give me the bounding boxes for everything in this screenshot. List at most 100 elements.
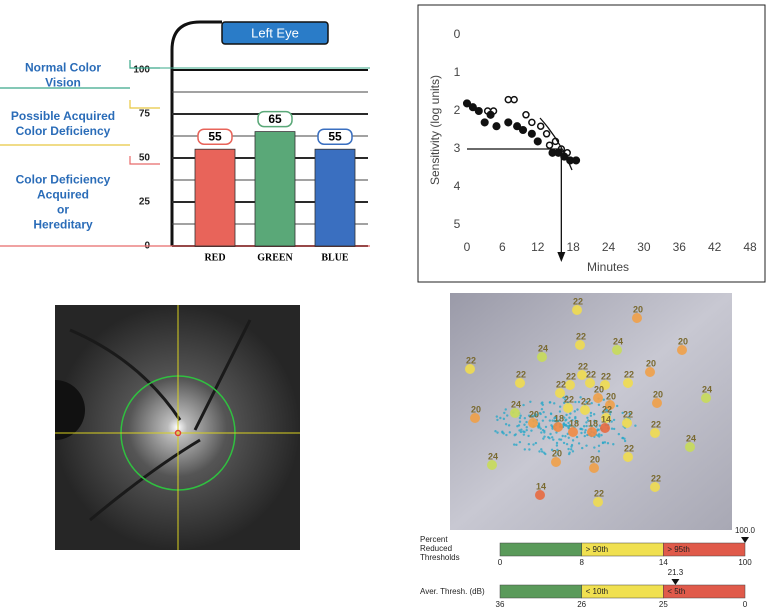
threshold-point <box>632 313 642 323</box>
fixation-dot <box>628 412 632 416</box>
fixation-dot <box>556 452 559 456</box>
fixation-dot <box>612 443 615 446</box>
threshold-label: 20 <box>606 391 616 401</box>
point <box>551 137 560 146</box>
threshold-point <box>622 418 632 428</box>
fixation-dot <box>567 436 570 440</box>
connector <box>170 20 222 246</box>
fixation-dot <box>577 400 581 404</box>
fixation-dot <box>496 431 499 434</box>
scale-label: Aver. Thresh. (dB) <box>420 587 485 596</box>
threshold-point <box>577 370 587 380</box>
fixation-dot <box>571 439 575 442</box>
fixation-dot <box>530 429 533 432</box>
point <box>518 125 528 135</box>
scale-tick-label: 25 <box>659 600 668 608</box>
fixation-dot <box>583 431 587 434</box>
fixation-dot <box>617 432 621 436</box>
zone-label: Vision <box>45 76 81 90</box>
fixation-dot <box>496 418 499 422</box>
value-label: 55 <box>208 129 222 143</box>
fixation-dot <box>540 407 544 411</box>
scale-label: Reduced <box>420 544 452 553</box>
fixation-dot <box>605 409 609 412</box>
fixation-dot <box>551 419 554 422</box>
fixation-dot <box>518 429 521 432</box>
zone-label: Normal Color <box>25 61 101 75</box>
fixation-dot <box>621 436 625 440</box>
fixation-dot <box>583 434 586 438</box>
threshold-point <box>487 460 497 470</box>
band-label: < 10th <box>586 587 608 596</box>
fixation-dot <box>543 431 546 434</box>
threshold-point <box>528 418 538 428</box>
fixation-dot <box>537 422 541 425</box>
zone-bracket <box>0 100 160 146</box>
fixation-dot <box>528 448 531 451</box>
y-tick-label: 75 <box>139 109 151 120</box>
fixation-dot <box>533 414 536 417</box>
threshold-point <box>553 422 563 432</box>
fixation-dot <box>538 412 542 415</box>
fixation-dot <box>544 425 548 429</box>
fixation-dot <box>567 421 570 425</box>
fixation-dot <box>575 420 579 423</box>
fixation-dot <box>550 424 553 427</box>
threshold-label: 22 <box>624 369 634 379</box>
fixation-dot <box>596 428 599 431</box>
fixation-dot <box>584 429 587 432</box>
y-tick-label: 50 <box>139 153 151 164</box>
fixation-dot <box>590 401 593 405</box>
fixation-dot <box>527 442 531 446</box>
threshold-label: 20 <box>678 336 688 346</box>
threshold-label: 24 <box>488 451 498 461</box>
fixation-dot <box>597 450 601 453</box>
fundus-image <box>55 305 300 550</box>
threshold-label: 22 <box>624 443 634 453</box>
threshold-point <box>465 364 475 374</box>
title-box <box>221 21 329 45</box>
fixation-dot <box>547 435 550 439</box>
fixation-dot <box>601 441 605 444</box>
fixation-dot <box>529 400 532 404</box>
threshold-point <box>650 482 660 492</box>
scale-band <box>499 584 582 599</box>
fixation-dot <box>540 448 543 451</box>
threshold-point <box>470 413 480 423</box>
y-tick-label: 0 <box>454 27 461 41</box>
threshold-label: 22 <box>651 473 661 483</box>
threshold-label: 22 <box>566 371 576 381</box>
point <box>489 107 498 115</box>
scale-tick-label: 100 <box>738 558 752 567</box>
zone-bracket <box>0 156 370 247</box>
fixation-dot <box>574 415 577 419</box>
y-axis-label: Sensitivity (log units) <box>428 75 442 185</box>
point <box>533 137 542 146</box>
fixation-dot <box>504 408 507 411</box>
fixation-dot <box>581 446 584 450</box>
fixation-dot <box>568 423 572 427</box>
x-tick-label: 12 <box>531 240 545 254</box>
fixation-dot <box>525 420 528 424</box>
fixation-dot <box>571 450 575 453</box>
fixation-dot <box>551 436 554 439</box>
fixation-dot <box>606 441 610 445</box>
fixation-dot <box>540 402 543 405</box>
scale-label: Thresholds <box>420 553 460 562</box>
fixation-dot <box>562 422 566 425</box>
scale-tick-label: 0 <box>743 600 748 608</box>
fixation-dot <box>603 441 607 444</box>
fixation-dot <box>585 421 588 424</box>
fixation-dot <box>586 419 590 422</box>
point <box>474 106 483 116</box>
threshold-point <box>701 393 711 403</box>
point <box>522 111 530 119</box>
threshold-label: 22 <box>601 371 611 381</box>
fixation-dot <box>600 433 603 437</box>
fixation-dot <box>634 424 637 427</box>
fixation-dot <box>558 405 562 408</box>
fixation-dot <box>571 418 574 422</box>
fixation-dot <box>506 414 509 417</box>
fixation-dot <box>558 410 562 413</box>
x-tick-label: 0 <box>464 240 471 254</box>
